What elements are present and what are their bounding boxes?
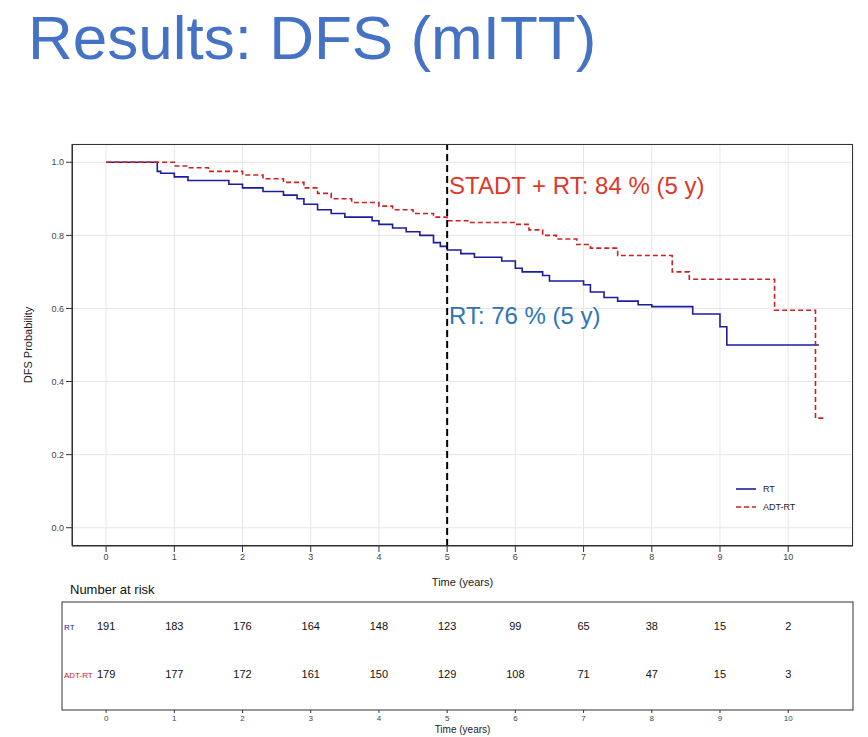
svg-text:RT: RT (64, 623, 75, 632)
svg-text:47: 47 (646, 668, 658, 680)
html-text:ADT-RT: ADT-RT (763, 502, 796, 512)
svg-text:129: 129 (438, 668, 456, 680)
svg-text:7: 7 (581, 714, 586, 723)
svg-text:161: 161 (302, 668, 320, 680)
svg-text:6: 6 (513, 552, 518, 562)
svg-text:65: 65 (577, 620, 589, 632)
svg-text:3: 3 (309, 714, 314, 723)
svg-text:164: 164 (302, 620, 320, 632)
svg-text:0.4: 0.4 (51, 377, 64, 387)
svg-text:123: 123 (438, 620, 456, 632)
svg-text:183: 183 (165, 620, 183, 632)
svg-text:108: 108 (506, 668, 524, 680)
svg-text:4: 4 (377, 714, 382, 723)
svg-text:Time (years): Time (years) (432, 576, 493, 588)
svg-text:DFS Probability: DFS Probability (22, 306, 34, 383)
svg-text:7: 7 (581, 552, 586, 562)
svg-text:38: 38 (646, 620, 658, 632)
svg-text:1: 1 (172, 714, 177, 723)
svg-text:3: 3 (308, 552, 313, 562)
svg-text:2: 2 (240, 552, 245, 562)
html-text:RT: RT (763, 484, 775, 494)
svg-text:176: 176 (233, 620, 251, 632)
html-text:STADT + RT: 84 % (5 y): STADT + RT: 84 % (5 y) (449, 172, 705, 199)
svg-text:0.0: 0.0 (51, 523, 64, 533)
svg-text:15: 15 (714, 620, 726, 632)
svg-text:8: 8 (649, 552, 654, 562)
svg-text:5: 5 (445, 714, 450, 723)
svg-text:5: 5 (445, 552, 450, 562)
svg-text:99: 99 (509, 620, 521, 632)
svg-text:0: 0 (104, 714, 109, 723)
svg-text:15: 15 (714, 668, 726, 680)
svg-text:71: 71 (577, 668, 589, 680)
svg-text:10: 10 (784, 714, 793, 723)
svg-text:8: 8 (650, 714, 655, 723)
html-text:RT: 76 % (5 y): RT: 76 % (5 y) (449, 302, 601, 329)
svg-text:0.8: 0.8 (51, 231, 64, 241)
svg-text:177: 177 (165, 668, 183, 680)
svg-text:1: 1 (172, 552, 177, 562)
svg-text:Time (years): Time (years) (435, 724, 491, 735)
svg-text:0.6: 0.6 (51, 304, 64, 314)
svg-text:10: 10 (783, 552, 793, 562)
html-text:Results: DFS (mITT): Results: DFS (mITT) (28, 3, 597, 72)
svg-text:9: 9 (717, 552, 722, 562)
svg-text:148: 148 (370, 620, 388, 632)
svg-text:179: 179 (97, 668, 115, 680)
svg-text:0.2: 0.2 (51, 450, 64, 460)
svg-text:0: 0 (104, 552, 109, 562)
svg-text:150: 150 (370, 668, 388, 680)
svg-text:ADT-RT: ADT-RT (64, 671, 93, 680)
svg-text:1.0: 1.0 (51, 157, 64, 167)
svg-text:9: 9 (718, 714, 723, 723)
svg-text:2: 2 (240, 714, 245, 723)
svg-text:3: 3 (785, 668, 791, 680)
svg-text:4: 4 (376, 552, 381, 562)
svg-text:172: 172 (233, 668, 251, 680)
svg-text:Number at risk: Number at risk (70, 582, 155, 597)
svg-text:191: 191 (97, 620, 115, 632)
svg-text:6: 6 (513, 714, 518, 723)
svg-text:2: 2 (785, 620, 791, 632)
